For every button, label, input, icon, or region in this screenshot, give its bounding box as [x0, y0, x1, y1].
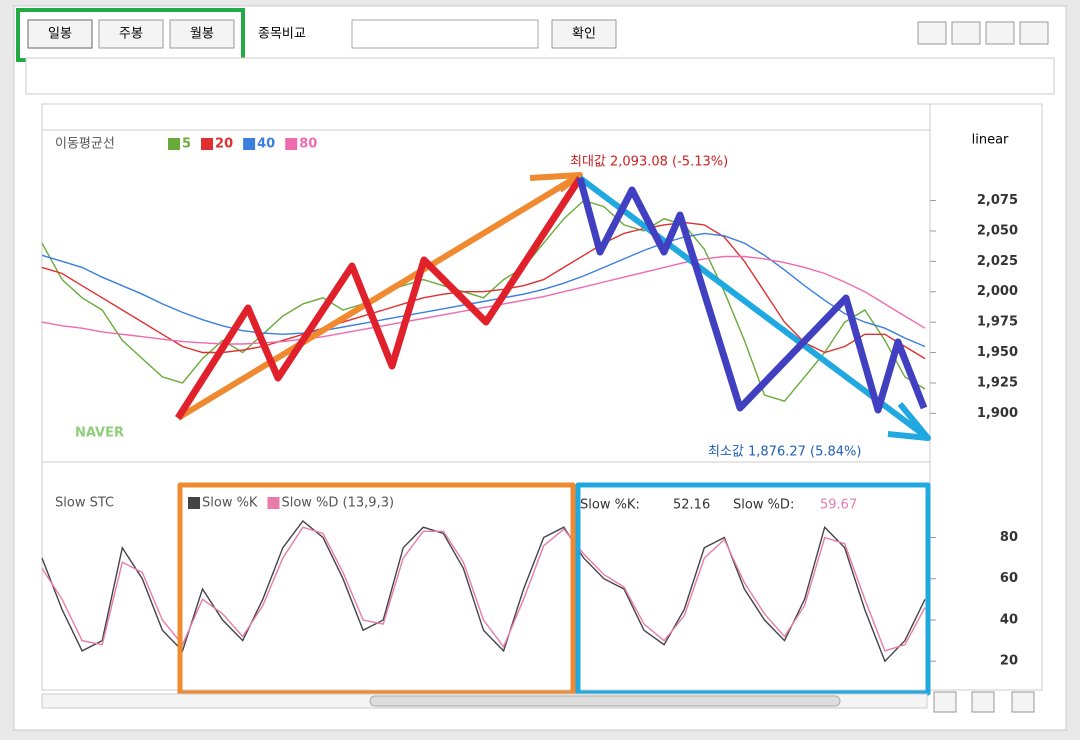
- zigzag: [175, 176, 583, 420]
- icon-button[interactable]: [951, 21, 981, 45]
- y-tick-label: 1,975: [977, 315, 1018, 330]
- annotations: [175, 172, 931, 696]
- button[interactable]: [27, 19, 93, 49]
- legend-swatch: [201, 138, 214, 150]
- icon-button[interactable]: [917, 21, 947, 45]
- y-tick-label: 2,050: [977, 223, 1018, 238]
- y-tick-label: 80: [1000, 530, 1018, 545]
- y-tick-label: 20: [1000, 654, 1018, 669]
- min-annotation: 최소값 1,876.27 (5.84%): [708, 445, 861, 460]
- y-tick-label: 1,950: [977, 345, 1018, 360]
- arrow-head: [887, 402, 931, 441]
- highlight-box: [575, 482, 931, 696]
- legend-swatch: [243, 138, 256, 150]
- button[interactable]: [551, 19, 617, 49]
- legend-swatch: [168, 138, 180, 150]
- legend-title: 이동평균선: [55, 137, 115, 152]
- series-line: [41, 255, 926, 345]
- series-line: [41, 232, 926, 348]
- y-tick-label: 1,900: [977, 406, 1018, 421]
- button[interactable]: [98, 19, 164, 49]
- legend-label: 80: [299, 137, 317, 152]
- compare-label: 종목비교: [258, 27, 306, 42]
- max-annotation: 최대값 2,093.08 (-5.13%): [570, 155, 728, 170]
- legend-label: Slow %K: [202, 496, 258, 511]
- button-label[interactable]: 일봉: [48, 27, 72, 42]
- reset[interactable]: [1011, 691, 1035, 713]
- readout-label: Slow %D:: [733, 498, 794, 513]
- readout-value: 52.16: [673, 498, 710, 513]
- legend-label: 5: [182, 137, 191, 152]
- button-label[interactable]: 월봉: [190, 27, 214, 42]
- series-line: [41, 221, 926, 360]
- icon-button[interactable]: [1019, 21, 1049, 45]
- series-line: [41, 526, 926, 652]
- legend-swatch: [285, 138, 298, 150]
- highlight-box: [177, 482, 576, 696]
- trend-arrow: [176, 172, 582, 421]
- info-bar: [25, 57, 1055, 95]
- y-tick-label: 1,925: [977, 375, 1018, 390]
- zoom-in[interactable]: [933, 691, 957, 713]
- icon-button[interactable]: [985, 21, 1015, 45]
- readout-value: 59.67: [820, 498, 857, 513]
- zoom-out[interactable]: [971, 691, 995, 713]
- y-tick-label: 2,025: [977, 254, 1018, 269]
- watermark: NAVER: [75, 426, 124, 441]
- button-label[interactable]: 주봉: [119, 27, 143, 42]
- legend-swatch: [188, 497, 200, 509]
- y-tick-label: 2,075: [977, 193, 1018, 208]
- y-tick-label: 40: [1000, 612, 1018, 627]
- chart-title: Slow STC: [55, 496, 114, 511]
- readout-label: Slow %K:: [580, 498, 640, 513]
- scroll-thumb[interactable]: [369, 695, 841, 707]
- series-line: [41, 199, 926, 403]
- toolbar: 일봉 주봉 월봉 종목비교 확인: [25, 19, 1055, 95]
- legend-label: 20: [215, 137, 233, 152]
- legend-swatch: [267, 497, 280, 509]
- legend-label: 40: [257, 137, 275, 152]
- arrow-head: [529, 172, 583, 193]
- scale-label: linear: [972, 133, 1009, 148]
- y-tick-label: 2,000: [977, 284, 1018, 299]
- button[interactable]: [169, 19, 235, 49]
- zigzag: [576, 177, 928, 414]
- button-label[interactable]: 확인: [572, 27, 596, 42]
- compare-input[interactable]: [351, 19, 539, 49]
- legend-label: Slow %D (13,9,3): [281, 496, 394, 511]
- y-tick-label: 60: [1000, 571, 1018, 586]
